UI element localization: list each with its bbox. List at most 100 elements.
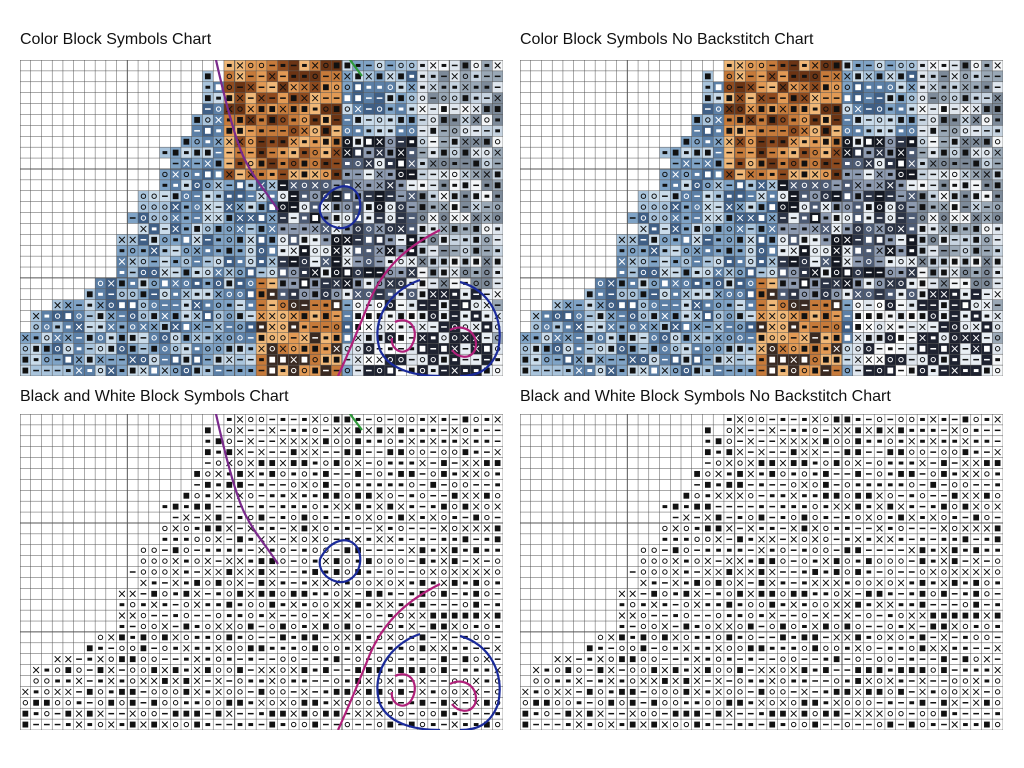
symbol — [812, 314, 818, 318]
stitch-cell — [470, 277, 482, 289]
stitch-cell — [949, 125, 961, 137]
symbol — [151, 335, 157, 341]
stitch-cell — [691, 136, 703, 148]
symbol — [737, 345, 743, 352]
symbol — [887, 238, 893, 242]
symbol — [951, 258, 958, 265]
symbol — [108, 312, 115, 320]
symbol — [484, 514, 490, 521]
symbol — [226, 260, 232, 264]
symbol — [215, 514, 222, 521]
stitch-cell — [852, 299, 864, 311]
symbol — [494, 367, 501, 374]
stitch-cell — [842, 365, 853, 376]
symbol — [462, 568, 469, 576]
symbol — [312, 461, 318, 465]
symbol — [333, 302, 340, 309]
stitch-cell — [181, 365, 192, 376]
symbol — [119, 280, 125, 287]
symbol — [565, 346, 571, 352]
stitch-cell — [277, 114, 289, 126]
symbol — [258, 312, 265, 320]
symbol — [269, 323, 276, 331]
stitch-cell — [659, 201, 671, 213]
symbol — [323, 182, 329, 189]
symbol — [290, 95, 297, 102]
symbol — [355, 84, 361, 91]
symbol — [452, 516, 458, 520]
symbol — [565, 313, 572, 320]
symbol — [204, 73, 211, 80]
symbol — [205, 182, 211, 189]
symbol — [630, 313, 636, 319]
symbol — [462, 459, 469, 467]
symbol — [494, 204, 501, 210]
symbol — [216, 129, 221, 133]
stitch-cell — [820, 288, 832, 300]
symbol — [344, 139, 351, 145]
symbol — [662, 151, 668, 155]
symbol — [483, 171, 491, 178]
symbol — [151, 656, 157, 662]
symbol — [941, 236, 947, 243]
stitch-cell — [245, 256, 257, 268]
stitch-cell — [681, 245, 692, 257]
symbol — [312, 356, 318, 363]
symbol — [651, 367, 658, 374]
stitch-cell — [363, 223, 375, 235]
symbol — [387, 162, 393, 166]
stitch-cell — [30, 321, 42, 333]
symbol — [472, 459, 480, 467]
symbol — [462, 302, 469, 309]
stitch-cell — [374, 114, 385, 126]
symbol — [812, 356, 818, 363]
symbol — [747, 116, 754, 124]
symbol — [554, 334, 561, 342]
symbol — [876, 334, 883, 341]
stitch-cell — [320, 168, 332, 180]
symbol — [930, 356, 936, 363]
symbol — [162, 537, 168, 541]
stitch-cell — [734, 288, 746, 300]
chart-panel — [20, 60, 503, 376]
symbol — [833, 73, 840, 80]
stitch-cell — [234, 103, 246, 115]
symbol — [759, 260, 764, 264]
symbol — [472, 503, 480, 510]
symbol — [855, 215, 861, 221]
symbol — [565, 369, 571, 373]
symbol — [716, 238, 721, 242]
stitch-cell — [41, 354, 53, 366]
symbol — [823, 269, 829, 276]
symbol — [397, 149, 405, 156]
symbol — [258, 416, 265, 423]
symbol — [269, 194, 275, 198]
symbol — [440, 290, 448, 298]
symbol — [597, 335, 604, 341]
symbol — [973, 314, 979, 318]
stitch-cell — [906, 92, 918, 104]
symbol — [215, 656, 222, 662]
symbol — [247, 459, 254, 467]
symbol — [237, 269, 243, 276]
symbol — [662, 237, 668, 243]
symbol — [898, 258, 904, 265]
symbol — [640, 367, 647, 374]
stitch-cell — [981, 114, 993, 126]
stitch-cell — [127, 321, 139, 333]
symbol — [597, 367, 604, 374]
symbol — [650, 247, 658, 254]
symbol — [323, 116, 329, 123]
symbol — [483, 301, 491, 309]
stitch-cell — [960, 245, 971, 257]
stitch-cell — [127, 245, 139, 257]
symbol — [484, 85, 490, 89]
symbol — [365, 313, 372, 320]
symbol — [204, 203, 212, 211]
symbol — [876, 149, 883, 156]
symbol — [973, 369, 979, 373]
symbol — [365, 73, 373, 80]
symbol — [844, 84, 851, 90]
symbol — [355, 247, 361, 254]
stitch-cell — [960, 125, 971, 137]
